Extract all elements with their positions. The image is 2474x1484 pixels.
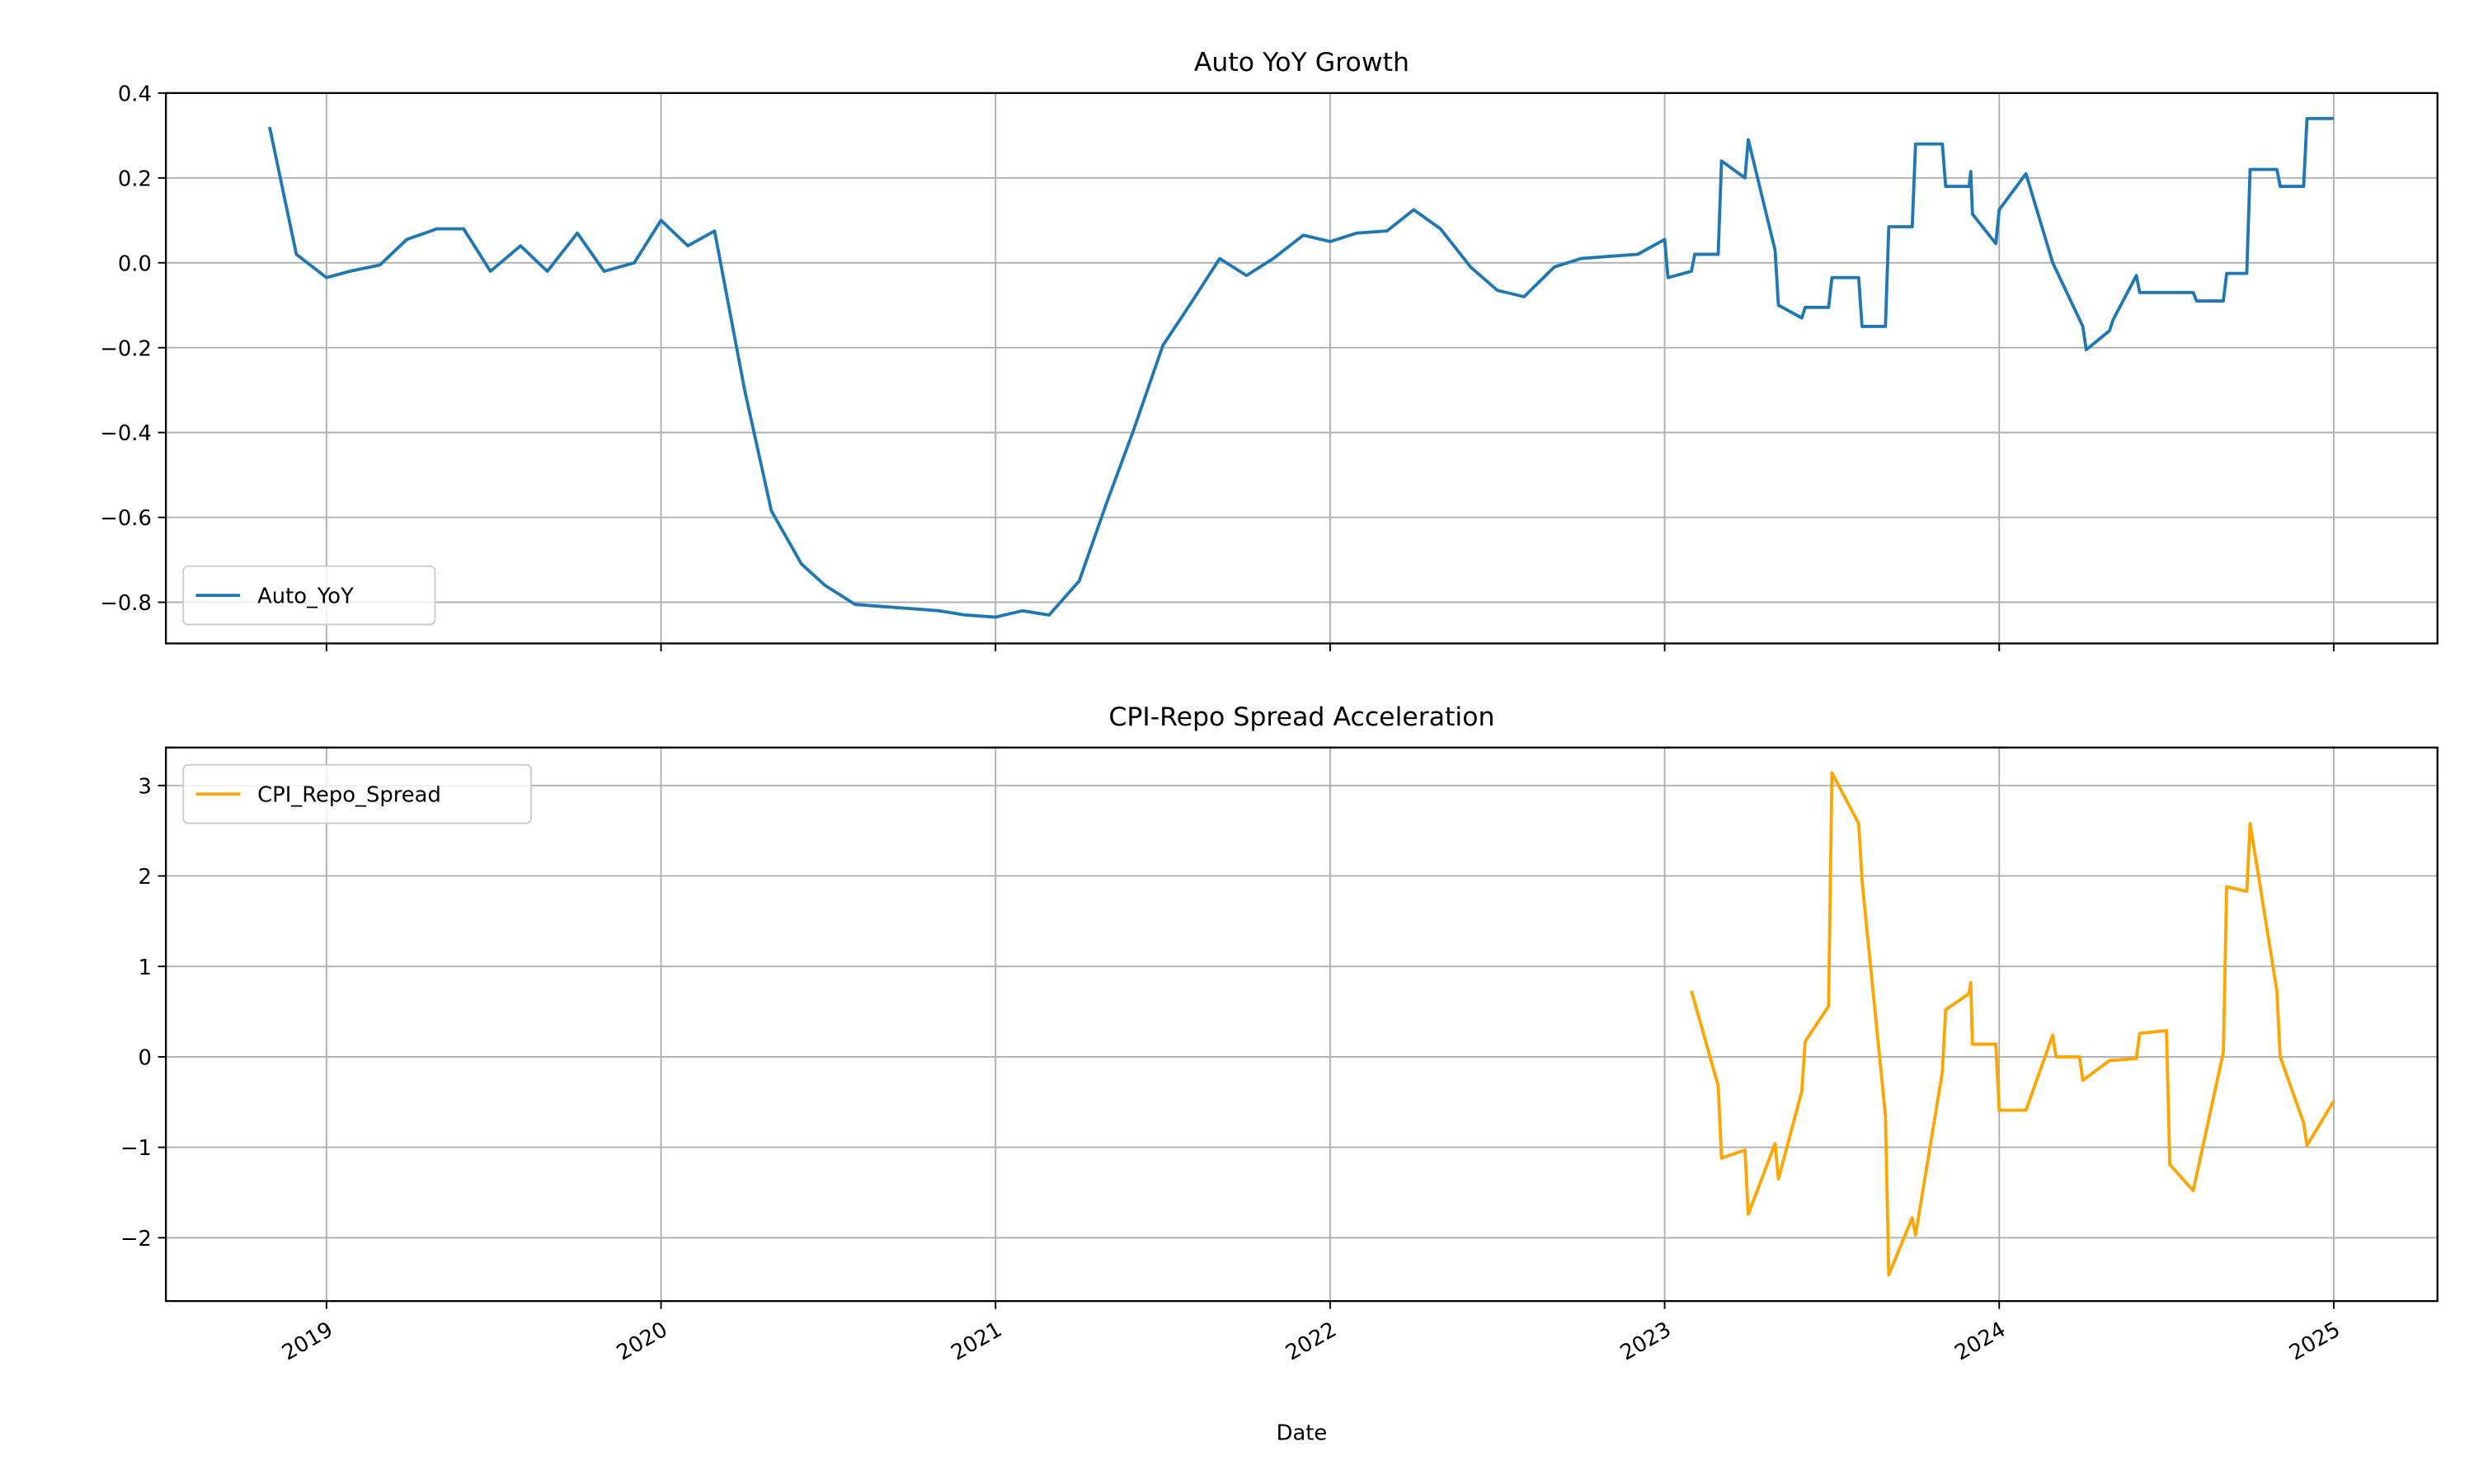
x-tick-label: 2020	[613, 1317, 672, 1366]
x-tick-label: 2019	[278, 1317, 337, 1366]
y-tick-label: −1	[120, 1136, 152, 1161]
x-tick-label: 2021	[947, 1317, 1006, 1366]
y-tick-label: 1	[139, 956, 152, 980]
y-tick-label: 0.0	[118, 251, 152, 276]
y-tick-label: −0.6	[100, 506, 152, 531]
y-tick-label: 0	[139, 1045, 152, 1070]
y-tick-label: −0.2	[100, 336, 152, 361]
legend-box	[182, 565, 436, 626]
series-line	[1690, 771, 2335, 1277]
y-tick-label: 2	[139, 865, 152, 890]
x-tick-label: 2022	[1282, 1317, 1341, 1366]
x-tick-label: 2024	[1950, 1317, 2010, 1366]
y-tick-label: 0.2	[118, 167, 152, 191]
plot-frame	[165, 92, 2439, 645]
x-tick-label: 2023	[1616, 1317, 1676, 1366]
axes: −0.8 −0.6 −0.4 −0.2 0.0 0.2 0.4 Auto YoY Growth…	[100, 48, 2439, 652]
y-tick-label: −0.8	[100, 591, 152, 616]
legend-box	[182, 763, 532, 824]
chart-title: CPI-Repo Spread Acceleration	[1108, 702, 1494, 732]
chart-title: Auto YoY Growth	[1194, 48, 1409, 77]
y-tick-label: 0.4	[118, 82, 152, 106]
series-line	[268, 116, 2334, 619]
x-axis-label: Date	[1277, 1421, 1328, 1445]
legend-label: Auto_YoY	[257, 585, 354, 609]
x-tick-label: 2025	[2285, 1317, 2345, 1366]
y-tick-label: −2	[120, 1227, 152, 1252]
y-tick-label: −0.4	[100, 421, 152, 446]
legend-label: CPI_Repo_Spread	[257, 783, 441, 808]
y-tick-label: 3	[139, 774, 152, 799]
plot-frame	[165, 746, 2439, 1303]
axes: −2 −1 0 1 2 3 2019 2020 2021 2022 2023 2024 2025 CPI-…	[120, 702, 2439, 1445]
